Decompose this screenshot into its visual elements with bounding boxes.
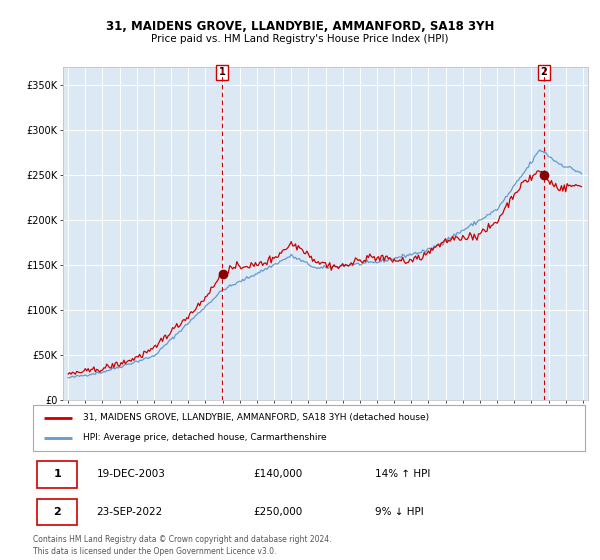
Text: 2: 2 <box>53 507 61 517</box>
Text: 1: 1 <box>218 67 225 77</box>
Text: 14% ↑ HPI: 14% ↑ HPI <box>375 469 431 479</box>
Text: Price paid vs. HM Land Registry's House Price Index (HPI): Price paid vs. HM Land Registry's House … <box>151 34 449 44</box>
Text: 1: 1 <box>53 469 61 479</box>
Text: £140,000: £140,000 <box>254 469 303 479</box>
Bar <box>37 498 77 525</box>
Text: £250,000: £250,000 <box>254 507 303 517</box>
Text: HPI: Average price, detached house, Carmarthenshire: HPI: Average price, detached house, Carm… <box>83 433 326 442</box>
Text: 23-SEP-2022: 23-SEP-2022 <box>97 507 163 517</box>
Text: 2: 2 <box>541 67 547 77</box>
Text: 31, MAIDENS GROVE, LLANDYBIE, AMMANFORD, SA18 3YH (detached house): 31, MAIDENS GROVE, LLANDYBIE, AMMANFORD,… <box>83 413 429 422</box>
Text: Contains HM Land Registry data © Crown copyright and database right 2024.
This d: Contains HM Land Registry data © Crown c… <box>33 535 331 556</box>
Text: 19-DEC-2003: 19-DEC-2003 <box>97 469 166 479</box>
Bar <box>37 461 77 488</box>
Text: 31, MAIDENS GROVE, LLANDYBIE, AMMANFORD, SA18 3YH: 31, MAIDENS GROVE, LLANDYBIE, AMMANFORD,… <box>106 20 494 32</box>
Text: 9% ↓ HPI: 9% ↓ HPI <box>375 507 424 517</box>
